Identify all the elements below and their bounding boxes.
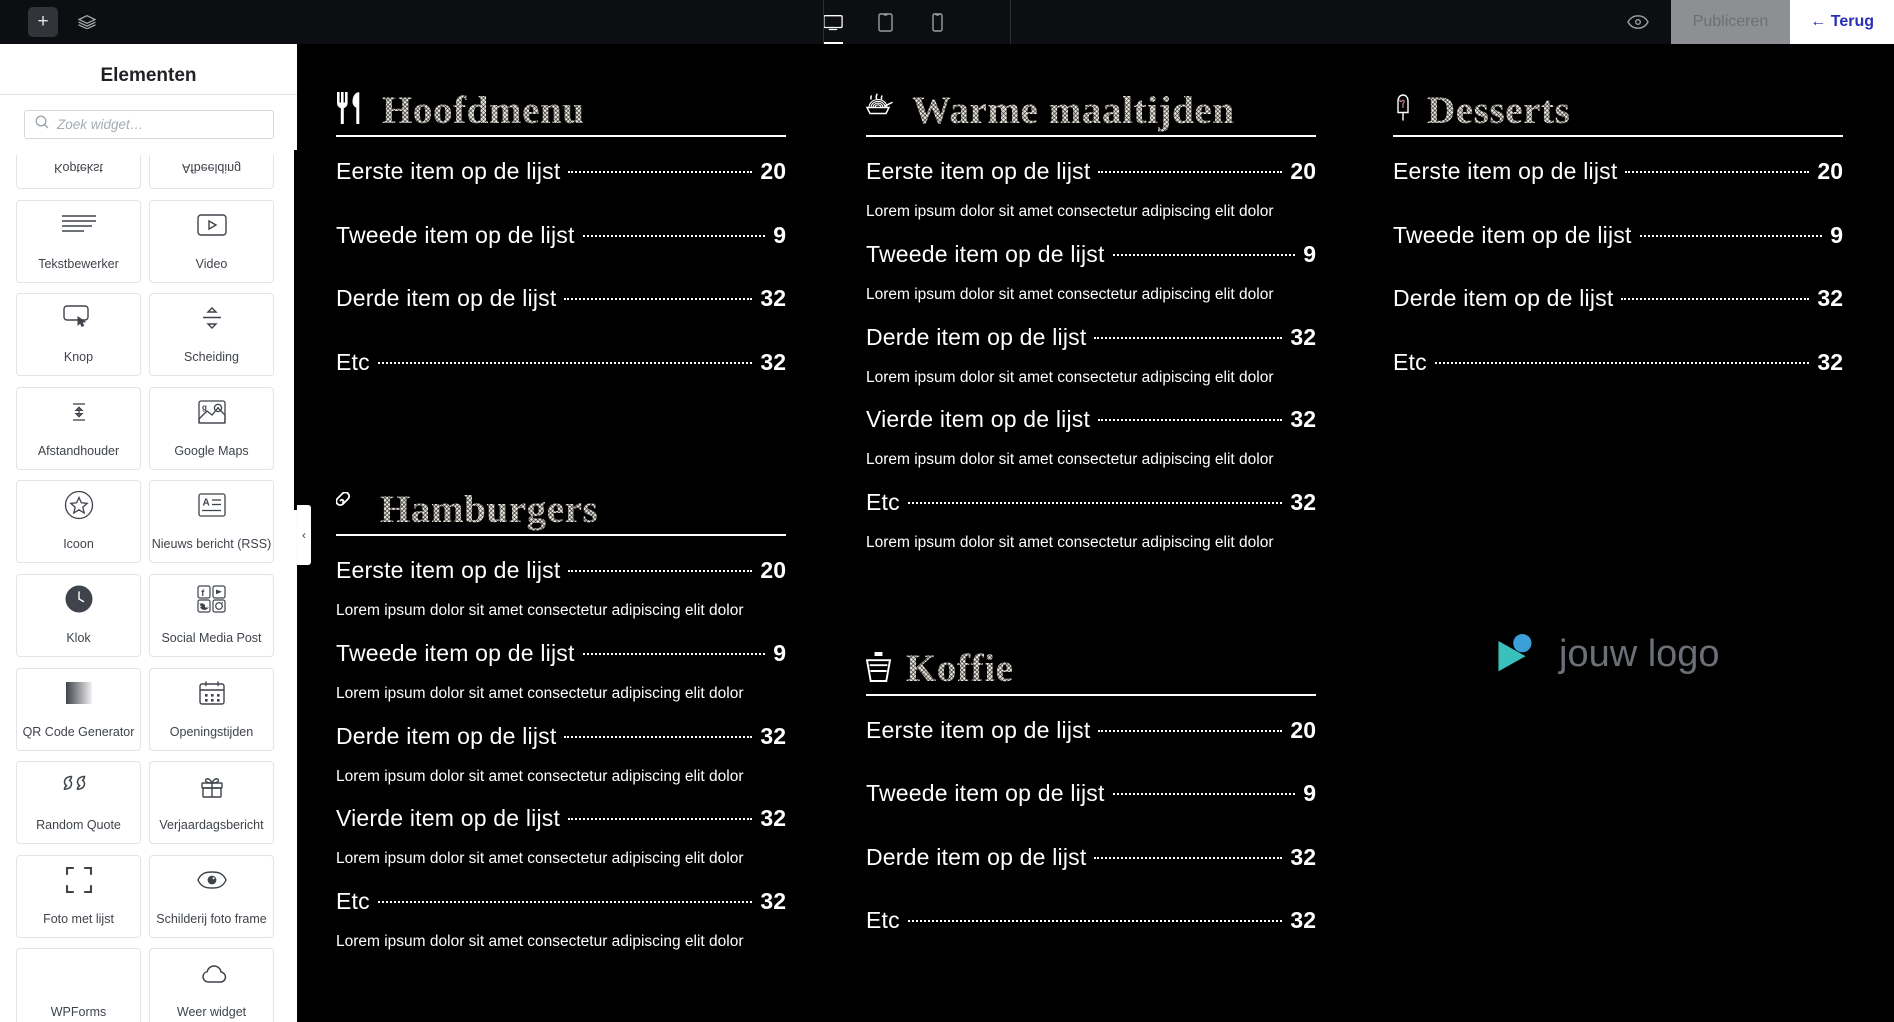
svg-text:A: A <box>202 498 209 509</box>
svg-text:g: g <box>202 403 207 412</box>
svg-text:f: f <box>201 588 205 598</box>
